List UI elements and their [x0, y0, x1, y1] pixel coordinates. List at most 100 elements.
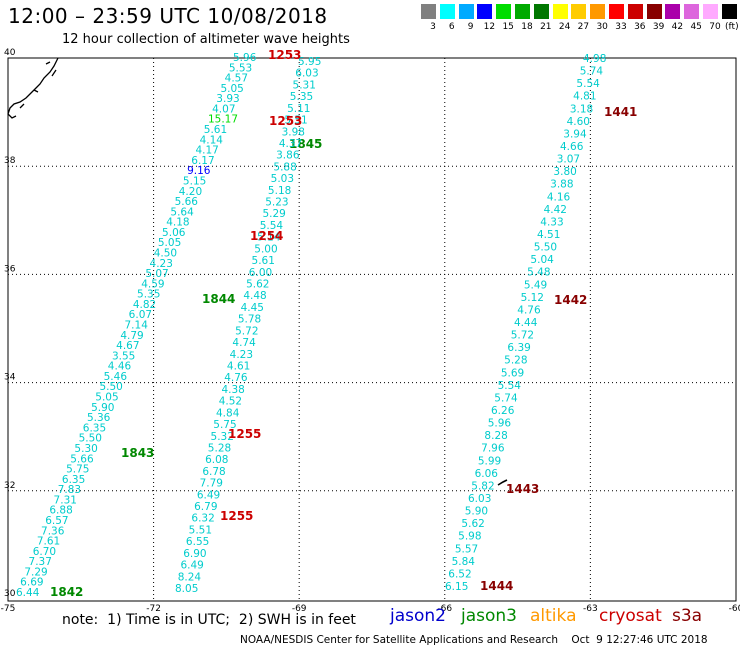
swh-point-label: 6.39 — [507, 342, 530, 354]
legend-label: 30 — [596, 22, 608, 32]
pass-time-label: 1253 — [268, 48, 301, 62]
swh-point-label: 5.64 — [170, 206, 194, 218]
swh-point-label: 5.95 — [298, 56, 321, 68]
legend-label: 45 — [690, 22, 702, 32]
legend-swatch — [439, 4, 455, 19]
swh-point-label: 6.44 — [16, 587, 40, 599]
pass-time-label: 1443 — [506, 482, 539, 496]
swh-point-label: 5.66 — [70, 453, 94, 465]
footer-note: note: 1) Time is in UTC; 2) SWH is in fe… — [62, 612, 356, 628]
swh-point-label: 4.51 — [537, 229, 560, 241]
swh-point-label: 6.79 — [194, 501, 217, 513]
swh-point-label: 7.61 — [37, 536, 60, 548]
swh-point-label: 5.14 — [257, 232, 281, 244]
swh-point-label: 5.57 — [455, 543, 478, 555]
swh-point-label: 5.51 — [284, 115, 307, 127]
swh-point-label: 6.07 — [129, 309, 152, 321]
map-subtitle: 12 hour collection of altimeter wave hei… — [62, 32, 350, 47]
swh-point-label: 5.75 — [213, 419, 236, 431]
swh-point-label: 6.06 — [475, 468, 499, 480]
swh-point-label: 5.03 — [271, 173, 294, 185]
swh-point-label: 5.28 — [504, 355, 527, 367]
lat-tick-label: 32 — [4, 481, 15, 491]
swh-point-label: 6.49 — [197, 489, 220, 501]
swh-point-label: 7.14 — [125, 320, 149, 332]
legend-sat-jason3: jason3 — [461, 606, 517, 626]
legend-swatch — [721, 4, 737, 19]
pass-time-label: 1845 — [289, 137, 322, 151]
swh-point-label: 4.42 — [544, 204, 567, 216]
swh-point-label: 6.49 — [180, 560, 203, 572]
swh-point-label: 5.61 — [252, 255, 275, 267]
swh-point-label: 5.50 — [99, 381, 122, 393]
legend-swatch — [515, 4, 530, 19]
swh-point-label: 7.31 — [54, 494, 77, 506]
swh-point-label: 6.00 — [249, 267, 272, 279]
swh-point-label: 5.84 — [452, 556, 476, 568]
swh-point-label: 4.98 — [583, 53, 606, 65]
swh-point-label: 5.23 — [265, 197, 288, 209]
swh-point-label: 4.59 — [141, 278, 164, 290]
swh-point-label: 8.05 — [175, 583, 198, 595]
legend-swatch — [627, 4, 643, 19]
swh-point-label: 5.72 — [511, 330, 534, 342]
legend-label: 70 — [709, 22, 721, 32]
legend-swatch — [590, 4, 606, 19]
swh-point-label: 5.90 — [91, 402, 114, 414]
black-track-marker — [497, 479, 508, 486]
swh-point-label: 5.51 — [189, 524, 212, 536]
swh-point-label: 4.18 — [166, 217, 189, 229]
swh-point-label: 5.96 — [233, 52, 257, 64]
swh-point-label: 5.35 — [137, 289, 160, 301]
swh-point-label: 5.05 — [158, 237, 181, 249]
swh-point-label: 5.18 — [268, 185, 291, 197]
legend-label: 39 — [652, 22, 665, 32]
legend-label: 3 — [430, 22, 436, 32]
swh-point-label: 5.98 — [458, 531, 481, 543]
lat-tick-label: 40 — [4, 48, 16, 58]
swh-point-label: 4.20 — [179, 186, 202, 198]
legend-label: 42 — [671, 22, 684, 32]
legend-label: 24 — [558, 22, 571, 32]
legend-label: 21 — [540, 22, 552, 32]
swh-point-label: 5.62 — [461, 518, 484, 530]
swh-point-label: 7.79 — [200, 478, 223, 490]
legend-sat-s3a: s3a — [672, 606, 703, 626]
legend-sat-jason2: jason2 — [390, 606, 446, 626]
swh-point-label: 6.88 — [49, 505, 72, 517]
swh-point-label: 5.62 — [246, 279, 269, 291]
legend-label: 6 — [448, 22, 455, 32]
legend-swatch — [684, 4, 700, 19]
pass-time-label: 1253 — [269, 114, 302, 128]
pass-time-label: 1255 — [228, 427, 261, 441]
swh-point-label: 4.81 — [573, 91, 596, 103]
swh-point-label: 4.84 — [216, 407, 240, 419]
credit-line: NOAA/NESDIS Center for Satellite Applica… — [240, 634, 708, 646]
swh-point-label: 5.90 — [465, 506, 488, 518]
swh-point-label: 5.61 — [204, 124, 227, 136]
swh-point-label: 6.69 — [20, 577, 43, 589]
lon-tick-label: -75 — [1, 604, 16, 614]
swh-point-label: 6.55 — [186, 536, 209, 548]
pass-time-label: 1842 — [50, 585, 83, 599]
legend-swatch — [571, 4, 587, 19]
swh-point-label: 6.08 — [205, 454, 228, 466]
legend-swatch — [665, 4, 681, 19]
swh-point-label: 4.48 — [243, 290, 266, 302]
swh-point-label: 7.83 — [58, 484, 81, 496]
swh-point-label: 7.29 — [24, 566, 47, 578]
swh-point-label: 5.66 — [175, 196, 199, 208]
swh-point-label: 4.60 — [567, 116, 590, 128]
swh-point-label: 3.93 — [216, 93, 239, 105]
pass-time-label: 1442 — [554, 293, 587, 307]
swh-point-label: 5.54 — [576, 78, 600, 90]
swh-point-label: 6.03 — [295, 68, 318, 80]
swh-point-label: 5.11 — [287, 103, 310, 115]
legend-label: 33 — [615, 22, 627, 32]
swh-point-label: 4.76 — [224, 372, 248, 384]
swh-point-label: 5.28 — [208, 442, 231, 454]
pass-time-label: 1444 — [480, 579, 513, 593]
swh-point-label: 5.32 — [211, 431, 234, 443]
swh-point-label: 4.23 — [230, 349, 253, 361]
swh-point-label: 6.57 — [45, 515, 68, 527]
